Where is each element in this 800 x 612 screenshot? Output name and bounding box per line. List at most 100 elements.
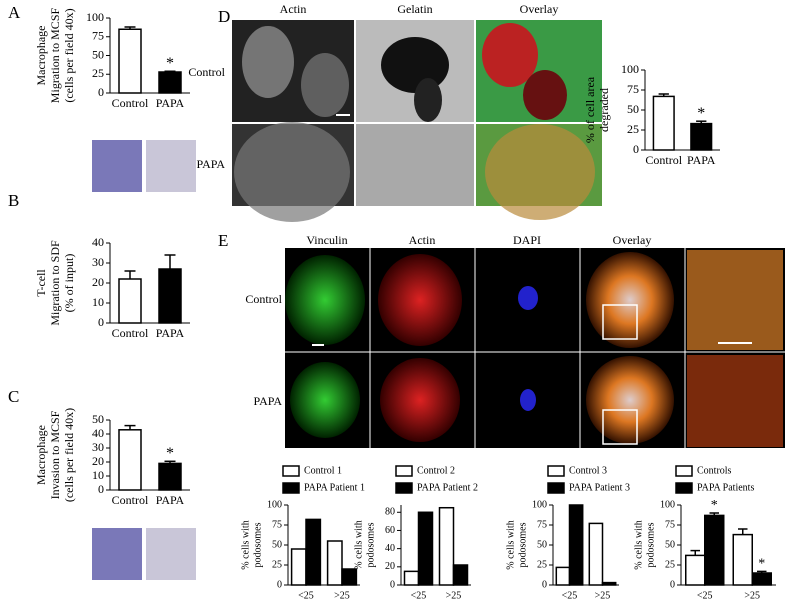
y-tick-label: 25 bbox=[537, 559, 547, 570]
bar bbox=[118, 28, 142, 94]
bar bbox=[438, 506, 455, 586]
bar bbox=[326, 540, 343, 586]
significance-label: * bbox=[711, 498, 718, 513]
y-axis-label: % of cell area bbox=[583, 76, 597, 143]
panel-letter: B bbox=[8, 191, 19, 210]
bar bbox=[568, 504, 584, 586]
column-label: Actin bbox=[409, 233, 436, 247]
legend-label: Control 3 bbox=[569, 465, 607, 476]
legend-swatch bbox=[282, 465, 300, 477]
y-tick-label: 100 bbox=[621, 62, 639, 76]
y-tick-label: 20 bbox=[92, 275, 104, 289]
x-tick-label: >25 bbox=[334, 590, 350, 601]
column-label: DAPI bbox=[513, 233, 541, 247]
y-tick-label: 100 bbox=[660, 499, 675, 510]
row-label: Control bbox=[245, 292, 282, 306]
bar bbox=[403, 570, 420, 586]
panel-letter: E bbox=[218, 231, 228, 250]
y-tick-label: 0 bbox=[670, 579, 675, 590]
legend-swatch bbox=[395, 482, 413, 494]
y-tick-label: 75 bbox=[627, 82, 639, 96]
y-tick-label: 10 bbox=[92, 295, 104, 309]
significance-label: * bbox=[697, 105, 705, 122]
bar bbox=[555, 566, 571, 586]
y-axis-label: Macrophage bbox=[34, 26, 48, 86]
row-label: Control bbox=[188, 65, 225, 79]
bar bbox=[685, 554, 706, 586]
legend-swatch bbox=[675, 465, 693, 477]
legend-label: Control 1 bbox=[304, 465, 342, 476]
y-tick-label: 20 bbox=[385, 561, 395, 572]
legend-label: Control 2 bbox=[417, 465, 455, 476]
y-tick-label: 50 bbox=[627, 102, 639, 116]
micrographs-d bbox=[232, 20, 602, 222]
y-axis-label: % cells with bbox=[240, 520, 251, 569]
y-tick-label: 50 bbox=[537, 539, 547, 550]
bar bbox=[452, 564, 469, 586]
x-tick-label: Control bbox=[112, 326, 149, 340]
x-tick-label: >25 bbox=[595, 590, 611, 601]
y-tick-label: 75 bbox=[272, 519, 282, 530]
y-tick-label: 50 bbox=[92, 47, 104, 61]
bar bbox=[118, 429, 142, 491]
y-axis-label: podosomes bbox=[365, 522, 376, 567]
y-tick-label: 0 bbox=[98, 315, 104, 329]
bar bbox=[305, 518, 322, 586]
y-axis-label: podosomes bbox=[645, 522, 656, 567]
y-tick-label: 80 bbox=[385, 507, 395, 518]
y-tick-label: 20 bbox=[92, 454, 104, 468]
bar bbox=[601, 581, 617, 586]
legend-swatch bbox=[282, 482, 300, 494]
row-label: PAPA bbox=[254, 394, 283, 408]
panel-letter: A bbox=[8, 3, 21, 22]
y-axis-label: Invasion to MCSF bbox=[48, 410, 62, 499]
row-label: PAPA bbox=[197, 157, 226, 171]
y-axis-label: podosomes bbox=[252, 522, 263, 567]
column-label: Gelatin bbox=[397, 2, 432, 16]
x-tick-label: Control bbox=[112, 493, 149, 507]
y-axis-label: podosomes bbox=[517, 522, 528, 567]
y-tick-label: 30 bbox=[92, 255, 104, 269]
x-tick-label: PAPA bbox=[156, 326, 185, 340]
y-tick-label: 75 bbox=[92, 29, 104, 43]
y-tick-label: 0 bbox=[98, 482, 104, 496]
legend-label: PAPA Patient 1 bbox=[304, 482, 365, 493]
micrographs-e bbox=[285, 248, 785, 448]
bar bbox=[158, 71, 182, 94]
y-axis-label: T-cell bbox=[34, 269, 48, 297]
y-axis-label: degraded bbox=[597, 88, 611, 132]
column-label: Vinculin bbox=[306, 233, 347, 247]
significance-label: * bbox=[758, 557, 765, 572]
y-axis-label: % cells with bbox=[505, 520, 516, 569]
y-tick-label: 0 bbox=[633, 142, 639, 156]
y-tick-label: 25 bbox=[272, 559, 282, 570]
column-label: Overlay bbox=[613, 233, 652, 247]
legend-label: PAPA Patient 2 bbox=[417, 482, 478, 493]
legend-label: PAPA Patient 3 bbox=[569, 482, 630, 493]
y-tick-label: 40 bbox=[385, 543, 395, 554]
x-tick-label: <25 bbox=[298, 590, 314, 601]
y-tick-label: 10 bbox=[92, 468, 104, 482]
bar bbox=[417, 511, 434, 586]
bar bbox=[158, 268, 182, 324]
y-axis-label: (cells per field 40x) bbox=[62, 8, 76, 102]
x-tick-label: PAPA bbox=[156, 493, 185, 507]
y-tick-label: 100 bbox=[267, 499, 282, 510]
legend-label: Controls bbox=[697, 465, 732, 476]
column-label: Actin bbox=[280, 2, 307, 16]
x-tick-label: Control bbox=[112, 96, 149, 110]
legend-swatch bbox=[675, 482, 693, 494]
y-axis-label: Macrophage bbox=[34, 425, 48, 485]
bar bbox=[751, 572, 772, 586]
y-tick-label: 25 bbox=[92, 66, 104, 80]
micrograph-strip bbox=[92, 140, 196, 580]
significance-label: * bbox=[166, 445, 174, 462]
y-axis-label: % cells with bbox=[353, 520, 364, 569]
bar bbox=[652, 95, 675, 151]
bar bbox=[290, 548, 307, 586]
bar bbox=[588, 522, 604, 586]
legend-label: PAPA Patients bbox=[697, 482, 754, 493]
y-axis-label: (cells per field 40x) bbox=[62, 408, 76, 502]
y-tick-label: 0 bbox=[390, 579, 395, 590]
significance-label: * bbox=[166, 55, 174, 72]
